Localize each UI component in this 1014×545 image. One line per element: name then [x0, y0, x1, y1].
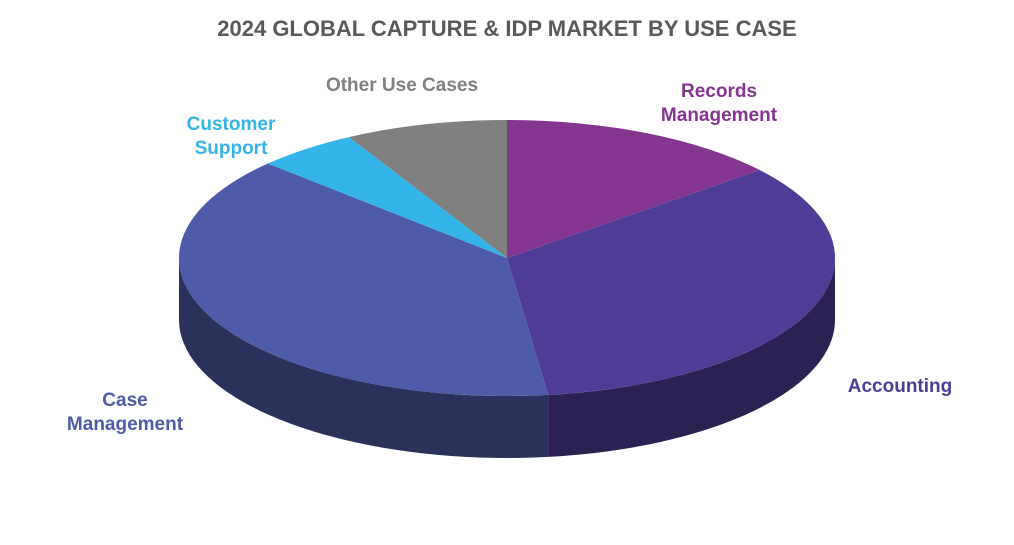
- slice: [507, 120, 760, 258]
- slice-side: [548, 258, 835, 457]
- chart-title: 2024 GLOBAL CAPTURE & IDP MARKET BY USE …: [217, 16, 796, 41]
- slice: [267, 137, 507, 258]
- slice-label: Customer Support: [187, 114, 276, 159]
- slice-label: Records Management: [661, 81, 778, 126]
- slice: [348, 120, 507, 258]
- slice-label: Accounting: [848, 376, 953, 397]
- slice-side: [179, 258, 549, 458]
- slice-label: Case Management: [67, 390, 184, 435]
- slice: [179, 163, 549, 396]
- slice: [507, 170, 835, 395]
- slice-label: Other Use Cases: [326, 75, 478, 96]
